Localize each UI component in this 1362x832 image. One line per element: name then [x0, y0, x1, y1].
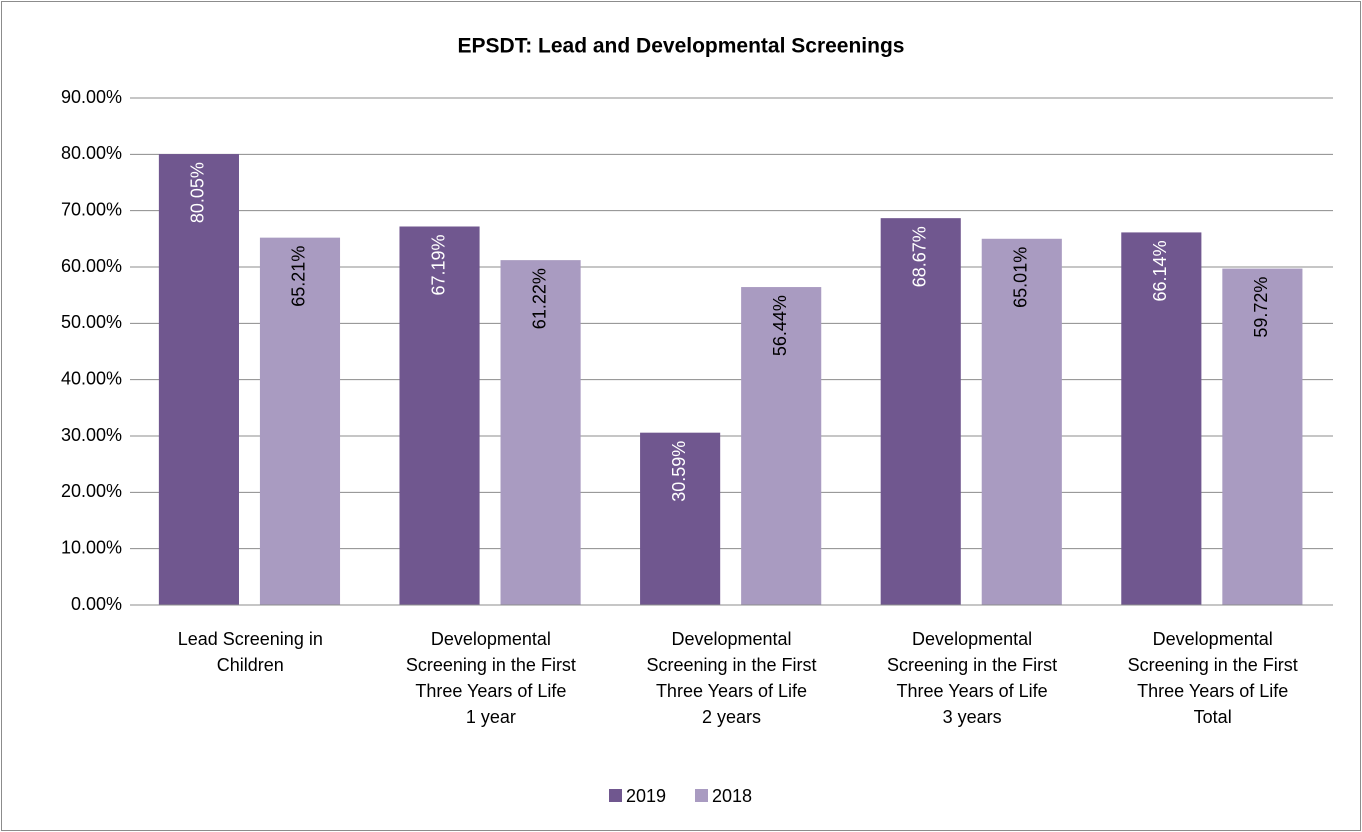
- data-label: 65.01%: [1011, 247, 1031, 308]
- x-tick-label-line: Three Years of Life: [415, 681, 566, 701]
- bar: [880, 218, 961, 605]
- data-label: 30.59%: [669, 441, 689, 502]
- y-tick-label: 40.00%: [61, 368, 122, 388]
- y-tick-label: 0.00%: [71, 594, 122, 614]
- legend-label: 2019: [626, 786, 666, 806]
- x-tick-label-line: Children: [217, 655, 284, 675]
- data-label: 65.21%: [289, 246, 309, 307]
- y-tick-label: 30.00%: [61, 425, 122, 445]
- y-tick-label: 60.00%: [61, 256, 122, 276]
- x-tick-label-line: Developmental: [671, 629, 791, 649]
- bar: [640, 432, 721, 605]
- x-tick-label-line: Developmental: [1153, 629, 1273, 649]
- x-tick-label-line: Lead Screening in: [178, 629, 323, 649]
- data-label: 61.22%: [529, 268, 549, 329]
- bar: [1222, 268, 1303, 605]
- data-label: 68.67%: [909, 226, 929, 287]
- data-label: 80.05%: [188, 162, 208, 223]
- x-tick-label-line: Total: [1194, 707, 1232, 727]
- x-tick-label: Developmental Screening in the First Three…: [406, 629, 576, 727]
- x-tick-label: Developmental Screening in the First Three…: [1128, 629, 1298, 727]
- legend-swatch: [609, 789, 622, 802]
- x-tick-label-line: Developmental: [431, 629, 551, 649]
- y-tick-label: 90.00%: [61, 87, 122, 107]
- x-tick-label: Developmental Screening in the First Three…: [887, 629, 1057, 727]
- bar: [1121, 232, 1202, 606]
- bar: [741, 287, 822, 605]
- x-tick-label-line: 2 years: [702, 707, 761, 727]
- x-tick-label-line: Three Years of Life: [1137, 681, 1288, 701]
- legend-label: 2018: [712, 786, 752, 806]
- data-label: 66.14%: [1150, 240, 1170, 301]
- x-tick-label-line: Developmental: [912, 629, 1032, 649]
- x-tick-label-line: Screening in the First: [406, 655, 576, 675]
- bar: [500, 260, 581, 605]
- bar: [981, 238, 1062, 606]
- x-tick-label-line: 3 years: [943, 707, 1002, 727]
- y-tick-label: 80.00%: [61, 143, 122, 163]
- data-label: 56.44%: [770, 295, 790, 356]
- x-tick-label: Lead Screening in Children: [178, 629, 323, 675]
- x-tick-label-line: Screening in the First: [646, 655, 816, 675]
- chart-title: EPSDT: Lead and Developmental Screenings: [458, 35, 905, 58]
- x-tick-label-line: Three Years of Life: [656, 681, 807, 701]
- legend-swatch: [695, 789, 708, 802]
- y-tick-label: 20.00%: [61, 481, 122, 501]
- x-tick-label-line: 1 year: [466, 707, 516, 727]
- x-tick-label-line: Screening in the First: [887, 655, 1057, 675]
- y-tick-label: 10.00%: [61, 537, 122, 557]
- x-tick-label-line: Screening in the First: [1128, 655, 1298, 675]
- y-tick-label: 70.00%: [61, 199, 122, 219]
- x-tick-label-line: Three Years of Life: [897, 681, 1048, 701]
- x-tick-label: Developmental Screening in the First Three…: [646, 629, 816, 727]
- data-label: 59.72%: [1251, 277, 1271, 338]
- data-label: 67.19%: [428, 234, 448, 295]
- bar: [399, 226, 480, 605]
- bar: [259, 237, 341, 605]
- bar: [158, 154, 239, 605]
- y-tick-label: 50.00%: [61, 312, 122, 332]
